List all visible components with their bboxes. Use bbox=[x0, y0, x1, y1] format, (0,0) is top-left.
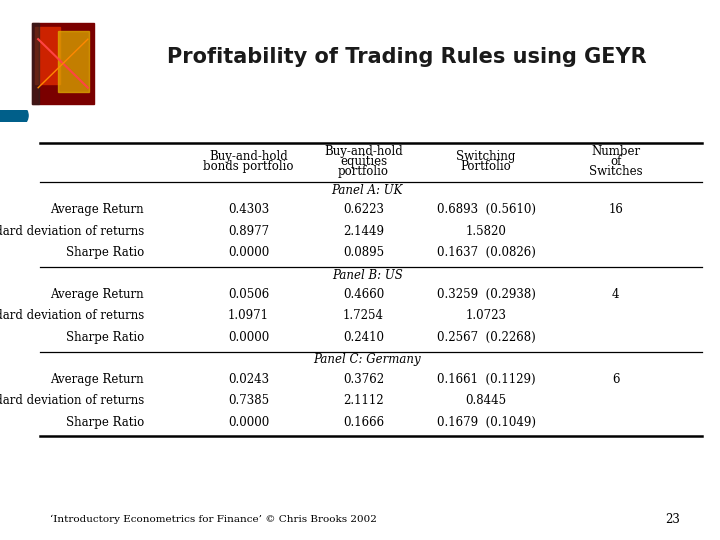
Text: 1.0971: 1.0971 bbox=[228, 309, 269, 322]
Text: portfolio: portfolio bbox=[338, 165, 389, 178]
Text: 0.6223: 0.6223 bbox=[343, 203, 384, 216]
Text: Standard deviation of returns: Standard deviation of returns bbox=[0, 225, 144, 238]
Text: Portfolio: Portfolio bbox=[461, 160, 511, 173]
Text: Panel A: UK: Panel A: UK bbox=[331, 184, 403, 197]
Text: 2.1449: 2.1449 bbox=[343, 225, 384, 238]
Bar bbox=[58, 31, 89, 92]
Text: Sharpe Ratio: Sharpe Ratio bbox=[66, 331, 144, 344]
Bar bbox=[32, 23, 40, 104]
Text: Profitability of Trading Rules using GEYR: Profitability of Trading Rules using GEY… bbox=[167, 46, 647, 67]
Text: 0.1661  (0.1129): 0.1661 (0.1129) bbox=[437, 373, 535, 386]
Text: 0.0000: 0.0000 bbox=[228, 331, 269, 344]
Ellipse shape bbox=[0, 103, 28, 129]
Text: 0.6893  (0.5610): 0.6893 (0.5610) bbox=[436, 203, 536, 216]
Text: Switching: Switching bbox=[456, 150, 516, 163]
Text: equities: equities bbox=[340, 155, 387, 168]
Text: 0.7385: 0.7385 bbox=[228, 394, 269, 407]
Text: 6: 6 bbox=[612, 373, 619, 386]
Text: ‘Introductory Econometrics for Finance’ © Chris Brooks 2002: ‘Introductory Econometrics for Finance’ … bbox=[50, 515, 377, 524]
Text: 16: 16 bbox=[608, 203, 623, 216]
Bar bbox=[35, 27, 60, 84]
Text: 0.1679  (0.1049): 0.1679 (0.1049) bbox=[436, 416, 536, 429]
Text: of: of bbox=[610, 155, 621, 168]
Text: 0.0000: 0.0000 bbox=[228, 246, 269, 259]
Text: 0.3259  (0.2938): 0.3259 (0.2938) bbox=[436, 288, 536, 301]
Text: 0.2410: 0.2410 bbox=[343, 331, 384, 344]
Text: 1.7254: 1.7254 bbox=[343, 309, 384, 322]
Text: 0.4303: 0.4303 bbox=[228, 203, 269, 216]
Text: 0.3762: 0.3762 bbox=[343, 373, 384, 386]
Text: Sharpe Ratio: Sharpe Ratio bbox=[66, 416, 144, 429]
Text: 0.0895: 0.0895 bbox=[343, 246, 384, 259]
Text: 1.0723: 1.0723 bbox=[466, 309, 506, 322]
Text: 23: 23 bbox=[665, 513, 680, 526]
Text: 0.0243: 0.0243 bbox=[228, 373, 269, 386]
Text: bonds portfolio: bonds portfolio bbox=[203, 160, 294, 173]
Text: Buy-and-hold: Buy-and-hold bbox=[324, 145, 403, 158]
Text: 2.1112: 2.1112 bbox=[343, 394, 384, 407]
Text: Average Return: Average Return bbox=[50, 373, 144, 386]
Text: Average Return: Average Return bbox=[50, 203, 144, 216]
Text: 0.0506: 0.0506 bbox=[228, 288, 269, 301]
Text: Switches: Switches bbox=[589, 165, 642, 178]
Text: 0.0000: 0.0000 bbox=[228, 416, 269, 429]
Text: 0.2567  (0.2268): 0.2567 (0.2268) bbox=[436, 331, 536, 344]
Text: 4: 4 bbox=[612, 288, 619, 301]
Text: 0.1666: 0.1666 bbox=[343, 416, 384, 429]
Text: 1.5820: 1.5820 bbox=[466, 225, 506, 238]
Text: Sharpe Ratio: Sharpe Ratio bbox=[66, 246, 144, 259]
Text: Standard deviation of returns: Standard deviation of returns bbox=[0, 394, 144, 407]
Text: 0.8977: 0.8977 bbox=[228, 225, 269, 238]
Text: Panel C: Germany: Panel C: Germany bbox=[313, 353, 421, 367]
Text: 0.8445: 0.8445 bbox=[465, 394, 507, 407]
Text: 0.4660: 0.4660 bbox=[343, 288, 384, 301]
Text: Panel B: US: Panel B: US bbox=[332, 268, 402, 282]
Text: Number: Number bbox=[591, 145, 640, 158]
Text: Average Return: Average Return bbox=[50, 288, 144, 301]
Text: Standard deviation of returns: Standard deviation of returns bbox=[0, 309, 144, 322]
Text: 0.1637  (0.0826): 0.1637 (0.0826) bbox=[436, 246, 536, 259]
Text: Buy-and-hold: Buy-and-hold bbox=[209, 150, 288, 163]
